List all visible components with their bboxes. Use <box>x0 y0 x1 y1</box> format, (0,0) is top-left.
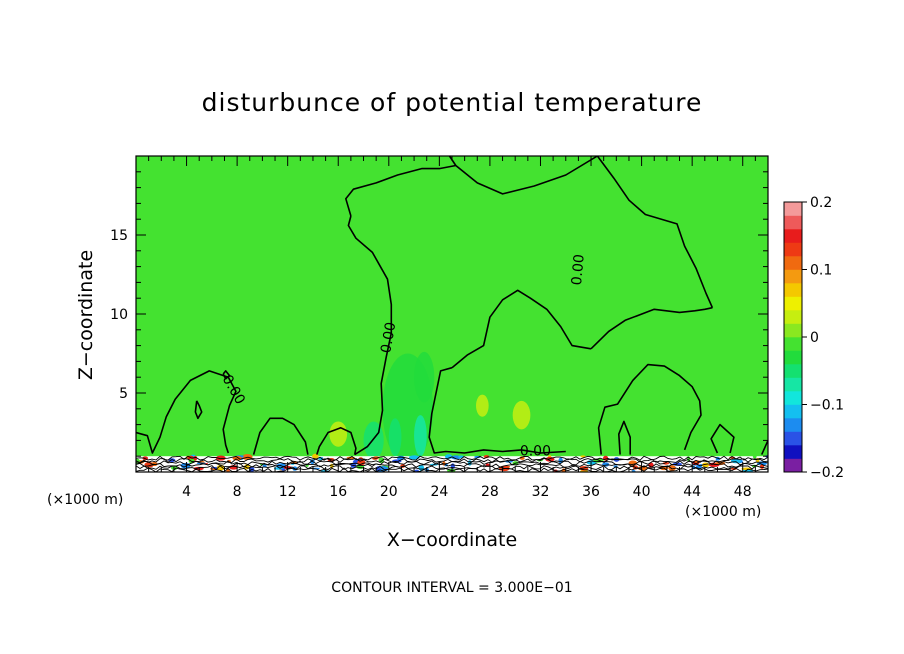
surface-cell <box>752 454 757 459</box>
anomaly-patch <box>363 421 384 460</box>
x-tick-label: 48 <box>734 484 752 500</box>
y-tick-label: 15 <box>110 228 128 244</box>
colorbar: 0.2 0.1 0 −0.1 −0.2 <box>783 195 844 481</box>
anomaly-patch <box>388 418 402 457</box>
x-axis-label: X−coordinate <box>387 529 517 551</box>
x-tick-label: 16 <box>329 484 347 500</box>
surface-cell <box>408 455 420 460</box>
surface-contour <box>136 460 768 466</box>
colorbar-tick-label: −0.1 <box>810 398 844 414</box>
contour-label: 0.00 <box>378 321 399 354</box>
surface-cell <box>558 457 563 464</box>
surface-cell <box>483 454 490 459</box>
y-axis-ticks: 5 10 15 <box>110 171 768 457</box>
colorbar-swatch <box>784 377 802 392</box>
colorbar-swatch <box>784 404 802 419</box>
zero-contour-line <box>252 417 309 455</box>
x-tick-label: 12 <box>279 484 297 500</box>
x-tick-label: 36 <box>582 484 600 500</box>
zero-contour-line <box>428 366 566 454</box>
zero-contour-line <box>451 289 592 369</box>
zero-contour-line <box>194 400 203 420</box>
colorbar-tick-label: 0.1 <box>810 263 832 279</box>
y-tick-label: 5 <box>119 386 128 402</box>
surface-cell <box>215 455 226 461</box>
y-tick-label: 10 <box>110 307 128 323</box>
zero-contour-line <box>710 423 735 454</box>
zero-contour-line <box>760 440 768 455</box>
x-tick-label: 32 <box>532 484 550 500</box>
plot-background <box>136 156 768 472</box>
zero-contour-line <box>347 215 393 456</box>
zero-contour-line <box>590 306 713 350</box>
colorbar-swatch <box>784 350 802 365</box>
colorbar-swatch <box>784 202 802 216</box>
colorbar-swatch <box>784 283 802 297</box>
colorbar-tick-label: −0.2 <box>810 465 844 481</box>
colorbar-swatch <box>784 458 802 473</box>
zero-contours <box>136 156 768 456</box>
x-tick-label: 8 <box>233 484 242 500</box>
colorbar-tick-label: 0.2 <box>810 195 832 211</box>
x-unit-left: (×1000 m) <box>47 492 123 508</box>
anomaly-patch <box>414 351 435 403</box>
colorbar-swatch <box>784 364 802 378</box>
y-axis-label: Z−coordinate <box>75 250 97 380</box>
colorbar-swatch <box>784 431 802 446</box>
colorbar-swatch <box>784 296 802 311</box>
anomaly-layer <box>329 351 531 465</box>
anomaly-patch <box>454 369 470 401</box>
colorbar-swatch <box>784 323 802 338</box>
surface-layer <box>136 453 768 472</box>
contour-label: 0.00 <box>569 254 588 286</box>
colorbar-swatch <box>784 256 802 270</box>
x-tick-label: 40 <box>633 484 651 500</box>
colorbar-swatch <box>784 229 802 243</box>
surface-cell <box>193 455 197 461</box>
surface-cell <box>662 461 670 465</box>
colorbar-swatch <box>784 215 802 230</box>
colorbar-swatch <box>784 418 802 432</box>
x-tick-label: 44 <box>683 484 701 500</box>
zero-contour-line <box>597 363 702 455</box>
x-tick-label: 20 <box>380 484 398 500</box>
surface-cell <box>378 457 385 463</box>
colorbar-swatch <box>784 337 802 351</box>
colorbar-swatch <box>784 242 802 257</box>
x-tick-label: 28 <box>481 484 499 500</box>
anomaly-patch <box>476 394 489 417</box>
x-axis-ticks: 4 8 12 16 20 24 28 32 36 40 44 48 <box>148 156 756 500</box>
surface-cell <box>668 465 676 471</box>
x-tick-label: 24 <box>430 484 448 500</box>
zero-contour-line <box>136 370 237 454</box>
zero-contour-line <box>596 156 714 309</box>
colorbar-swatch <box>784 391 802 405</box>
colorbar-swatch <box>784 445 802 459</box>
anomaly-patch <box>329 421 348 447</box>
colorbar-swatch <box>784 310 802 324</box>
plot-area: 0.000.000.000.00 4 8 12 16 20 24 28 32 36 40 44 48 … <box>110 155 769 500</box>
anomaly-patch <box>512 400 531 430</box>
contour-interval-note: CONTOUR INTERVAL = 3.000E−01 <box>331 580 572 596</box>
contour-label: 0.00 <box>520 444 551 460</box>
zero-contour-line <box>618 420 631 455</box>
colorbar-tick-label: 0 <box>810 330 819 346</box>
surface-contour <box>136 462 768 468</box>
surface-cell <box>580 455 586 458</box>
zero-contour-line <box>345 164 456 217</box>
colorbar-swatch <box>784 269 802 284</box>
surface-cell <box>312 453 319 459</box>
zero-contour-line <box>222 370 231 380</box>
zero-contour-line <box>316 427 357 455</box>
x-tick-label: 4 <box>182 484 191 500</box>
x-unit-right: (×1000 m) <box>685 504 761 520</box>
chart-title: disturbunce of potential temperature <box>202 88 703 117</box>
surface-contour <box>136 455 768 461</box>
anomaly-patch <box>414 415 427 457</box>
